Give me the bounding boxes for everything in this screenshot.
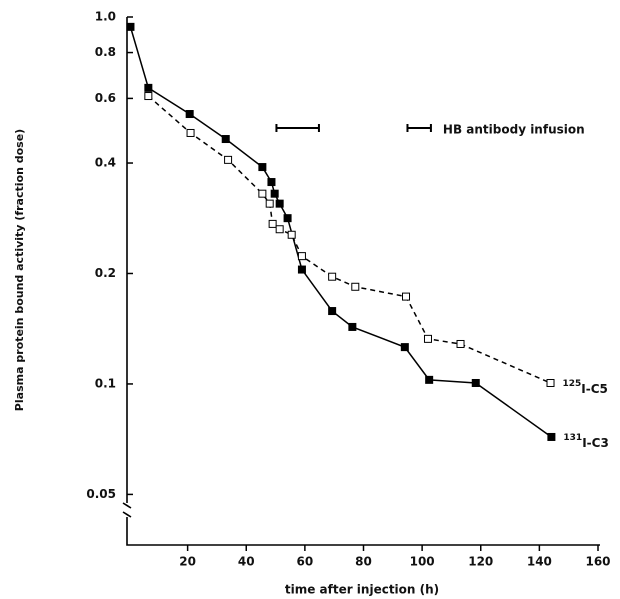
- data-point: [275, 225, 284, 234]
- x-tick-label: 140: [527, 555, 552, 569]
- infusion-bar: [275, 124, 320, 132]
- data-point: [265, 199, 274, 208]
- series-name: I-C5: [581, 381, 608, 395]
- series-name: I-C3: [582, 435, 609, 449]
- data-point: [186, 128, 195, 137]
- data-point: [267, 178, 276, 187]
- y-tick-label: 0.05: [86, 487, 116, 501]
- data-point: [297, 265, 306, 274]
- data-point: [425, 375, 434, 384]
- x-axis-label: time after injection (h): [285, 583, 439, 597]
- data-point: [185, 110, 194, 119]
- data-point: [471, 378, 480, 387]
- y-tick-label: 0.1: [95, 376, 116, 390]
- y-axis: [122, 17, 600, 546]
- y-tick-label: 0.4: [95, 156, 116, 170]
- legend-text: HB antibody infusion: [443, 123, 585, 137]
- y-tick-label: 1.0: [95, 10, 116, 24]
- data-point: [351, 282, 360, 291]
- legend-infusion-bar: [406, 124, 432, 132]
- x-tick-label: 40: [238, 555, 255, 569]
- series-line: [129, 26, 552, 438]
- data-point: [144, 92, 153, 101]
- data-point: [456, 339, 465, 348]
- data-point: [546, 378, 555, 387]
- data-point: [258, 189, 267, 198]
- series-isotope: 131: [563, 432, 582, 442]
- series-label: 131I-C3: [563, 432, 608, 449]
- data-point: [126, 22, 135, 31]
- data-point: [283, 214, 292, 223]
- data-point: [224, 155, 233, 164]
- y-tick-label: 0.2: [95, 266, 116, 280]
- data-point: [328, 307, 337, 316]
- data-point: [297, 252, 306, 261]
- data-point: [423, 334, 432, 343]
- series-label: 125I-C5: [563, 378, 608, 395]
- data-point: [400, 343, 409, 352]
- y-axis-label: Plasma protein bound activity (fraction …: [13, 129, 26, 411]
- data-point: [547, 432, 556, 441]
- data-point: [402, 292, 411, 301]
- series-isotope: 125: [563, 378, 582, 388]
- data-point: [328, 272, 337, 281]
- data-point: [144, 83, 153, 92]
- data-point: [221, 135, 230, 144]
- x-tick-label: 20: [179, 555, 196, 569]
- data-point: [268, 219, 277, 228]
- x-tick-label: 80: [355, 555, 372, 569]
- data-point: [348, 322, 357, 331]
- data-point: [270, 189, 279, 198]
- x-tick-label: 100: [410, 555, 435, 569]
- y-tick-label: 0.6: [95, 91, 116, 105]
- x-tick-label: 60: [297, 555, 314, 569]
- data-point: [258, 163, 267, 172]
- y-tick-label: 0.8: [95, 45, 116, 59]
- data-point: [275, 199, 284, 208]
- x-tick-label: 120: [468, 555, 493, 569]
- series-line: [147, 95, 551, 384]
- x-tick-label: 160: [585, 555, 610, 569]
- data-point: [287, 230, 296, 239]
